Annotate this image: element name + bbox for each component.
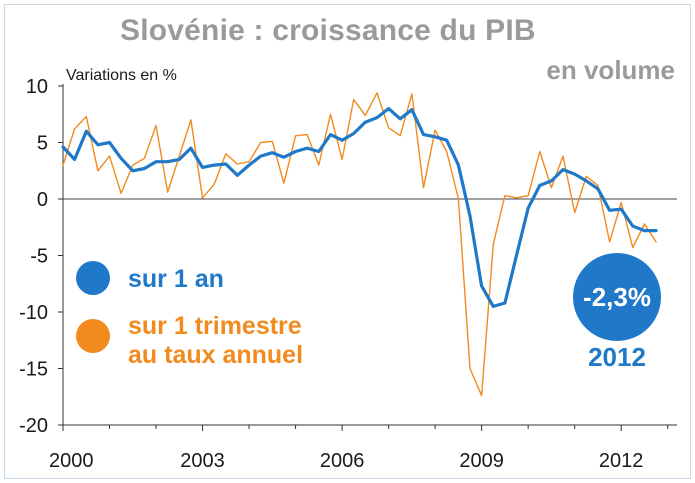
y-tick-label: -20 — [19, 415, 48, 437]
legend-annual-label: sur 1 an — [128, 265, 224, 293]
x-tick-label: 2009 — [459, 450, 504, 472]
legend-quarterly-marker — [76, 319, 110, 353]
y-tick-label: 5 — [37, 133, 48, 155]
chart-title: Slovénie : croissance du PIB — [120, 14, 536, 47]
legend-annual-marker — [76, 261, 110, 295]
y-tick-label: -15 — [19, 359, 48, 381]
chart-frame — [4, 4, 691, 479]
annotation-value: -2,3% — [583, 282, 651, 312]
y-tick-label: 0 — [37, 189, 48, 211]
annotation-badge — [573, 253, 661, 341]
series-line-quarterly — [62, 92, 657, 397]
legend-quarterly-label-line1: sur 1 trimestre — [128, 312, 302, 340]
annotation-year: 2012 — [588, 342, 646, 372]
x-tick-label: 2000 — [49, 450, 94, 472]
x-tick-label: 2006 — [320, 450, 365, 472]
series-line-annual — [61, 106, 658, 308]
series-lines — [61, 92, 658, 397]
y-tick-label: 10 — [26, 76, 48, 98]
y-tick-label: -10 — [19, 302, 48, 324]
y-axis-label: Variations en % — [66, 67, 177, 84]
x-tick-label: 2003 — [180, 450, 225, 472]
legend-quarterly-label-line2: au taux annuel — [128, 341, 303, 369]
chart-subtitle: en volume — [546, 55, 675, 85]
y-tick-label: -5 — [30, 246, 48, 268]
x-tick-label: 2012 — [599, 450, 644, 472]
